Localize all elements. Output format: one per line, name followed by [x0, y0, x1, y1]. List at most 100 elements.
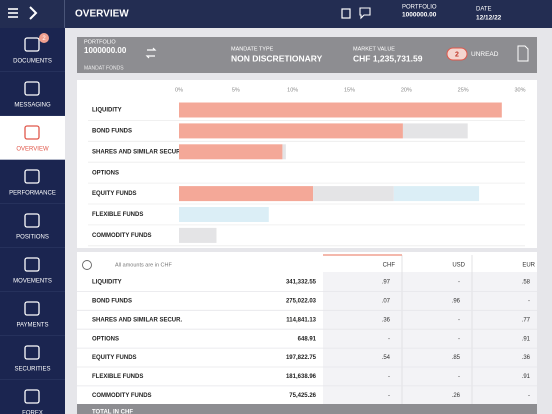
row-amount: 197,822.75	[286, 355, 317, 361]
nav-item[interactable]	[0, 204, 65, 248]
nav-label[interactable]: FOREX	[22, 411, 43, 414]
nav-icon[interactable]	[24, 125, 40, 140]
unread-count[interactable]: 2	[455, 51, 459, 58]
portfolio-value: 1000000.00	[402, 12, 437, 19]
nav-item[interactable]	[0, 72, 65, 116]
row-cell: -	[388, 393, 390, 399]
table-note: All amounts are in CHF	[115, 262, 172, 268]
nav-icon[interactable]	[24, 257, 40, 272]
row-amount: 181,638.96	[286, 374, 317, 380]
bar-segment	[393, 186, 480, 202]
total-label: TOTAL IN CHF	[92, 410, 133, 414]
unread-label[interactable]: UNREAD	[471, 51, 499, 58]
nav-icon[interactable]	[24, 37, 40, 52]
doc-icon[interactable]	[341, 8, 351, 19]
mandate-value: NON DISCRETIONARY	[231, 53, 323, 63]
total-row	[77, 404, 537, 414]
row-cell: -	[388, 336, 390, 342]
unread-badge[interactable]	[446, 47, 468, 61]
row-cell: .85	[452, 355, 461, 361]
row-cell: -	[528, 298, 530, 304]
nav-icon[interactable]	[24, 301, 40, 316]
row-label: EQUITY FUNDS	[92, 355, 137, 361]
nav-icon[interactable]	[24, 213, 40, 228]
row-label: SHARES AND SIMILAR SECUR.	[92, 317, 182, 323]
expand-icon[interactable]	[29, 6, 38, 20]
row-cell: .77	[522, 317, 531, 323]
column-bg	[472, 272, 537, 404]
nav-item[interactable]	[0, 292, 65, 336]
column-bg	[402, 272, 472, 404]
nav-label[interactable]: SECURITIES	[14, 367, 50, 373]
bar-segment	[402, 123, 468, 139]
category-label: COMMODITY FUNDS	[92, 233, 152, 239]
mandate-label: MANDATE TYPE	[231, 46, 274, 52]
market-label: MARKET VALUE	[353, 46, 395, 52]
summary-portfolio-value: 1000000.00	[84, 46, 127, 55]
row-amount: 75,425.26	[289, 393, 316, 399]
nav-badge	[39, 33, 49, 43]
nav-item[interactable]	[0, 116, 65, 160]
nav-label[interactable]: OVERVIEW	[16, 147, 49, 153]
row-cell: .36	[382, 317, 391, 323]
nav-icon[interactable]	[24, 81, 40, 96]
column-header: USD	[452, 263, 465, 269]
top-bar	[0, 0, 552, 28]
row-cell: .91	[522, 374, 531, 380]
nav-label[interactable]: PERFORMANCE	[9, 191, 56, 197]
nav-icon[interactable]	[24, 345, 40, 360]
row-label: FLEXIBLE FUNDS	[92, 374, 143, 380]
bar-segment	[313, 186, 394, 202]
x-tick-label: 20%	[401, 87, 412, 93]
x-tick-label: 0%	[175, 87, 183, 93]
category-label: BOND FUNDS	[92, 128, 132, 134]
column-bg	[323, 272, 402, 404]
bar-segment	[179, 207, 269, 222]
x-tick-label: 30%	[514, 87, 525, 93]
nav-item[interactable]	[0, 248, 65, 292]
category-label: LIQUIDITY	[92, 108, 122, 114]
row-cell: -	[458, 280, 460, 286]
row-label: OPTIONS	[92, 336, 119, 342]
row-cell: -	[528, 393, 530, 399]
chat-icon[interactable]	[359, 7, 371, 20]
nav-item[interactable]	[0, 28, 65, 72]
nav-item[interactable]	[0, 380, 65, 414]
category-label: EQUITY FUNDS	[92, 191, 137, 197]
row-label: BOND FUNDS	[92, 298, 132, 304]
date-label: DATE	[476, 7, 492, 13]
nav-label[interactable]: MESSAGING	[14, 103, 51, 109]
row-cell: -	[458, 317, 460, 323]
bar-segment	[179, 123, 403, 139]
nav-label[interactable]: POSITIONS	[16, 235, 49, 241]
download-icon[interactable]	[517, 45, 529, 62]
row-cell: .97	[382, 280, 391, 286]
row-cell: .26	[452, 393, 461, 399]
row-cell: .54	[382, 355, 391, 361]
row-cell: -	[458, 336, 460, 342]
menu-icon[interactable]	[8, 8, 18, 18]
refresh-icon[interactable]	[82, 260, 92, 270]
summary-portfolio-label: PORTFOLIO	[84, 39, 116, 45]
switch-icon[interactable]	[145, 47, 157, 59]
row-cell: -	[458, 374, 460, 380]
date-value: 12/12/22	[476, 15, 502, 22]
nav-item[interactable]	[0, 160, 65, 204]
x-tick-label: 5%	[232, 87, 240, 93]
nav-icon[interactable]	[24, 169, 40, 184]
category-label: FLEXIBLE FUNDS	[92, 212, 143, 218]
row-cell: .58	[522, 280, 531, 286]
row-label: COMMODITY FUNDS	[92, 393, 152, 399]
nav-item[interactable]	[0, 336, 65, 380]
bar-segment	[179, 186, 314, 202]
x-tick-label: 10%	[287, 87, 298, 93]
nav-label[interactable]: PAYMENTS	[16, 323, 48, 329]
nav-icon[interactable]	[24, 389, 40, 404]
nav-label[interactable]: MOVEMENTS	[13, 279, 52, 285]
nav-label[interactable]: DOCUMENTS	[13, 59, 52, 65]
column-header: CHF	[383, 263, 396, 269]
bar-segment	[282, 144, 286, 160]
row-label: LIQUIDITY	[92, 280, 122, 286]
category-label: OPTIONS	[92, 170, 119, 176]
column-header: EUR	[522, 263, 535, 269]
